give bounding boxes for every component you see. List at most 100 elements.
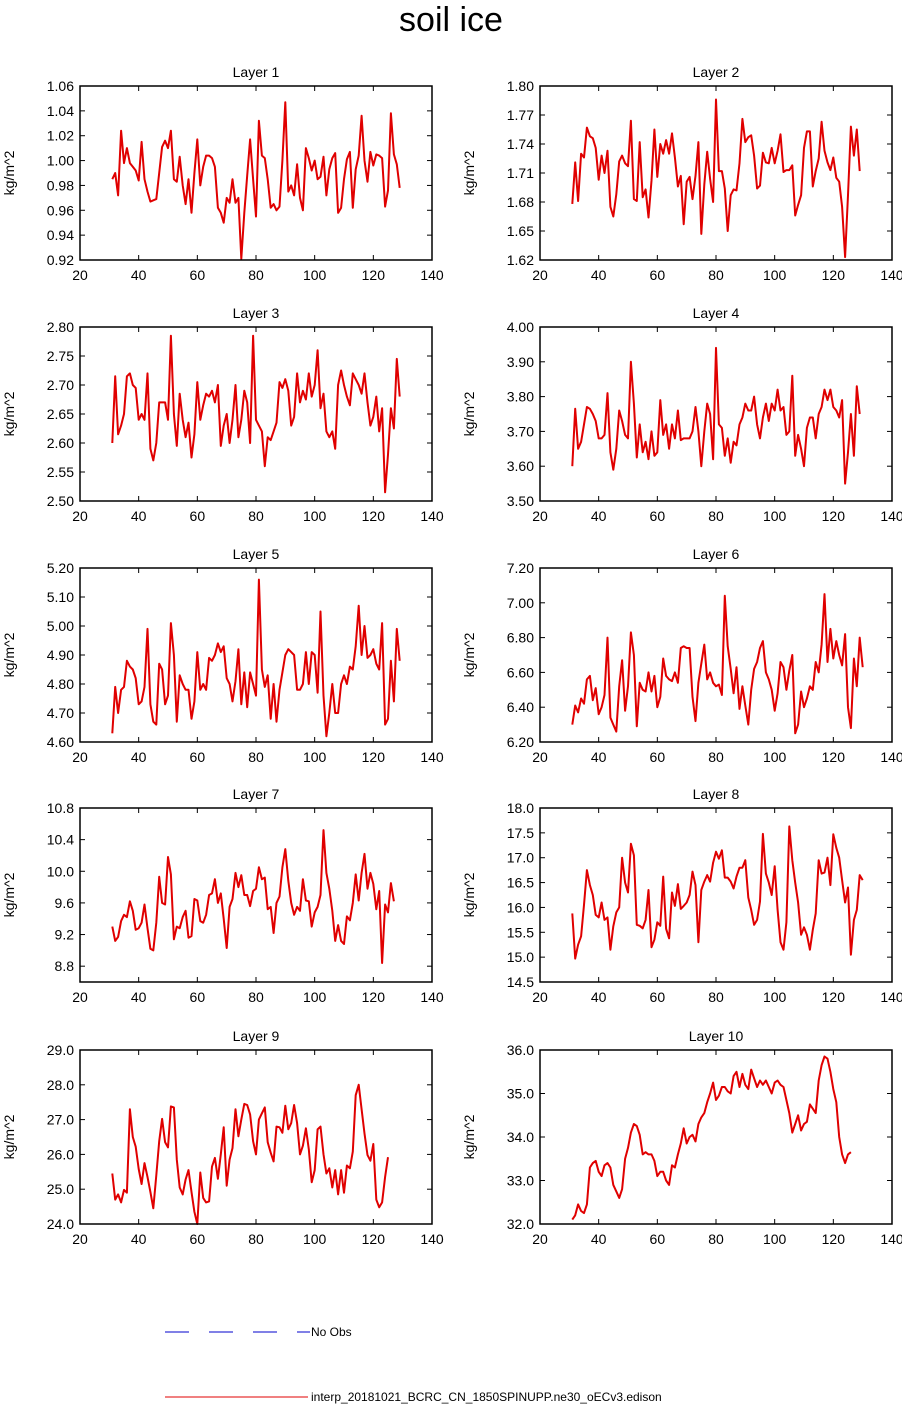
- panel-2-xtick-label: 120: [822, 267, 846, 283]
- panel-8-ytick-label: 16.0: [507, 899, 534, 915]
- panel-3-ytick-label: 2.60: [47, 435, 74, 451]
- panel-1-ylabel: kg/m^2: [1, 150, 17, 195]
- panel-6-ytick-label: 6.20: [507, 734, 534, 750]
- panel-7-xtick-label: 120: [362, 989, 386, 1005]
- panel-3-ytick-label: 2.50: [47, 493, 74, 509]
- panel-8-xtick-label: 60: [650, 989, 666, 1005]
- panel-6: Layer 6 kg/m^2 6.20 6.40 6.60 6.80 7.00 7.20 20 4…: [461, 546, 902, 765]
- panel-2-ytick-label: 1.71: [507, 165, 534, 181]
- panel-10-ytick-label: 33.0: [507, 1173, 534, 1189]
- panel-2: Layer 2 kg/m^2 1.62 1.65 1.68 1.71 1.74 1.77 1.8…: [461, 64, 902, 283]
- panel-7-frame: [79, 807, 433, 983]
- panel-5-frame: [79, 567, 433, 743]
- panel-2-ytick-label: 1.68: [507, 194, 534, 210]
- panel-9-xtick-label: 60: [190, 1231, 206, 1247]
- panel-7-xtick-label: 20: [72, 989, 88, 1005]
- panel-5-ytick-label: 5.00: [47, 618, 74, 634]
- panel-1: Layer 1 kg/m^2 0.92 0.94 0.96 0.98 1.00 1.02 1.0…: [1, 64, 444, 283]
- panel-5-xtick-label: 40: [131, 749, 147, 765]
- panel-3-ytick-label: 2.80: [47, 319, 74, 335]
- panel-9-xtick-label: 80: [248, 1231, 264, 1247]
- panel-5-ytick-label: 5.20: [47, 560, 74, 576]
- panel-8: Layer 8 kg/m^2 14.5 15.0 15.5 16.0 16.5 17.0 17.…: [461, 786, 902, 1005]
- panel-10-ytick-label: 34.0: [507, 1129, 534, 1145]
- panel-7-ytick-label: 10.0: [47, 863, 74, 879]
- panel-1-ytick-label: 1.00: [47, 153, 74, 169]
- panel-7-ytick-label: 9.6: [55, 895, 75, 911]
- panel-10-xtick-label: 80: [708, 1231, 724, 1247]
- panel-2-xtick-label: 140: [880, 267, 902, 283]
- panel-9-ytick-label: 25.0: [47, 1181, 74, 1197]
- panel-1-series-line: [111, 101, 401, 260]
- panel-4-ytick-label: 3.80: [507, 389, 534, 405]
- panel-5-series-line: [111, 578, 401, 738]
- panel-3-xtick-label: 80: [248, 508, 264, 524]
- panel-7-ytick-label: 10.8: [47, 800, 74, 816]
- panel-6-series-line: [571, 593, 864, 735]
- panel-1-ytick-label: 0.98: [47, 177, 74, 193]
- panel-6-ytick-label: 7.20: [507, 560, 534, 576]
- panel-6-title: Layer 6: [693, 546, 740, 562]
- panel-8-ytick-label: 15.5: [507, 924, 534, 940]
- panel-3-series-line: [111, 334, 401, 494]
- panel-1-frame: [79, 85, 433, 261]
- panel-5-ytick-label: 5.10: [47, 589, 74, 605]
- panel-9-frame: [79, 1049, 433, 1225]
- panel-1-ytick-label: 0.94: [47, 227, 74, 243]
- panel-6-ytick-label: 6.60: [507, 664, 534, 680]
- panel-3-xtick-label: 120: [362, 508, 386, 524]
- panel-7-xtick-label: 60: [190, 989, 206, 1005]
- panel-9: Layer 9 kg/m^2 24.0 25.0 26.0 27.0 28.0 29.0 20 4…: [1, 1028, 444, 1247]
- panel-9-ylabel: kg/m^2: [1, 1114, 17, 1159]
- panel-9-xtick-label: 20: [72, 1231, 88, 1247]
- panel-10-frame: [539, 1049, 893, 1225]
- panel-1-ytick-label: 0.92: [47, 252, 74, 268]
- panel-1-xtick-label: 60: [190, 267, 206, 283]
- panel-5-ytick-label: 4.70: [47, 705, 74, 721]
- panel-6-xtick-label: 140: [880, 749, 902, 765]
- panel-10-series-line: [571, 1055, 852, 1221]
- panel-8-ytick-label: 18.0: [507, 800, 534, 816]
- panel-2-xtick-label: 40: [591, 267, 607, 283]
- panel-9-xtick-label: 100: [303, 1231, 327, 1247]
- panel-6-xtick-label: 40: [591, 749, 607, 765]
- panel-4-ytick-label: 3.50: [507, 493, 534, 509]
- panel-2-xtick-label: 20: [532, 267, 548, 283]
- panel-7-xtick-label: 80: [248, 989, 264, 1005]
- panel-2-ytick-label: 1.65: [507, 223, 534, 239]
- panel-9-ytick-label: 29.0: [47, 1042, 74, 1058]
- panel-5-title: Layer 5: [233, 546, 280, 562]
- panel-4-xtick-label: 80: [708, 508, 724, 524]
- panel-10: Layer 10 kg/m^2 32.0 33.0 34.0 35.0 36.0 20 40 60…: [461, 1028, 902, 1247]
- panel-6-ytick-label: 6.80: [507, 630, 534, 646]
- panel-3-ytick-label: 2.55: [47, 464, 74, 480]
- panel-8-series-line: [571, 825, 864, 960]
- panel-5-ytick-label: 4.90: [47, 647, 74, 663]
- panel-4: Layer 4 kg/m^2 3.50 3.60 3.70 3.80 3.90 4.00 20 4…: [461, 305, 902, 524]
- panel-1-ytick-label: 0.96: [47, 202, 74, 218]
- panel-8-ytick-label: 16.5: [507, 875, 534, 891]
- panel-2-title: Layer 2: [693, 64, 740, 80]
- panel-2-ytick-label: 1.74: [507, 136, 534, 152]
- panel-3-ytick-label: 2.70: [47, 377, 74, 393]
- panel-2-xtick-label: 60: [650, 267, 666, 283]
- panel-6-ytick-label: 7.00: [507, 595, 534, 611]
- panel-4-xtick-label: 120: [822, 508, 846, 524]
- panel-8-ytick-label: 15.0: [507, 949, 534, 965]
- panel-10-ytick-label: 36.0: [507, 1042, 534, 1058]
- panel-3-frame: [79, 326, 433, 502]
- panel-5-ytick-label: 4.80: [47, 676, 74, 692]
- panel-2-xtick-label: 80: [708, 267, 724, 283]
- panel-5-xtick-label: 60: [190, 749, 206, 765]
- panel-3: Layer 3 kg/m^2 2.50 2.55 2.60 2.65 2.70 2.75 2.8…: [1, 305, 444, 524]
- panel-8-frame: [539, 807, 893, 983]
- panel-10-xtick-label: 40: [591, 1231, 607, 1247]
- panel-8-xtick-label: 20: [532, 989, 548, 1005]
- panel-7-xtick-label: 100: [303, 989, 327, 1005]
- panel-2-ytick-label: 1.62: [507, 252, 534, 268]
- panel-6-frame: [539, 567, 893, 743]
- panel-7-ylabel: kg/m^2: [1, 872, 17, 917]
- panel-7-xtick-label: 40: [131, 989, 147, 1005]
- panel-8-ytick-label: 14.5: [507, 974, 534, 990]
- panel-2-xtick-label: 100: [763, 267, 787, 283]
